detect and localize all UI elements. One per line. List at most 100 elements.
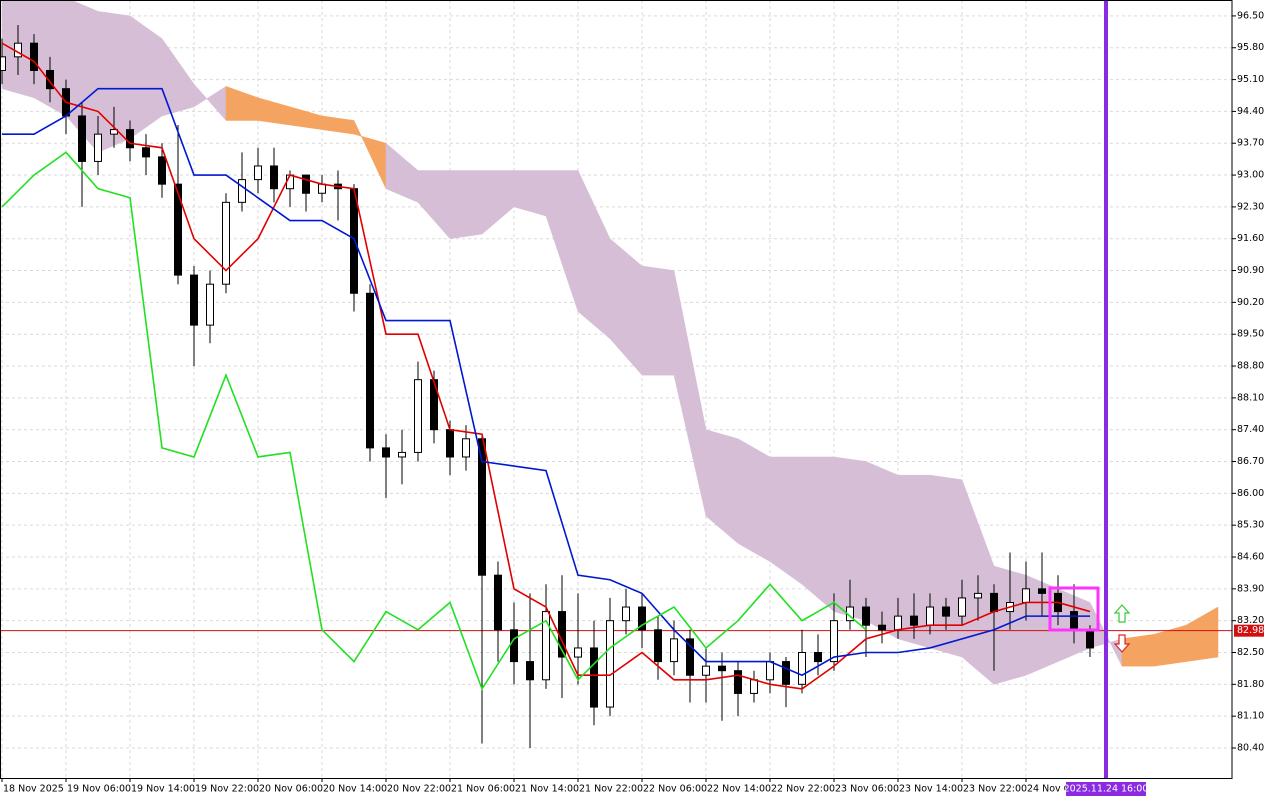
price-label: 82.98 <box>1237 625 1264 636</box>
candle-body <box>686 638 694 676</box>
candle-body <box>414 379 422 453</box>
candle-body <box>894 615 902 631</box>
x-tick-label: 21 Nov 14:00 <box>515 784 579 795</box>
candle-body <box>190 274 198 326</box>
down-arrow <box>1113 634 1131 653</box>
price-label-box <box>1234 624 1264 637</box>
candle-body <box>478 438 486 576</box>
candle-body <box>606 620 614 708</box>
cursor-label: 2025.11.24 16:00 <box>1064 784 1149 795</box>
x-tick-label: 19 Nov 22:00 <box>195 784 259 795</box>
y-tick-label: 86.70 <box>1237 456 1264 467</box>
y-tick-label: 83.20 <box>1237 615 1264 626</box>
y-tick-label: 95.80 <box>1237 42 1264 53</box>
y-tick-label: 83.90 <box>1237 583 1264 594</box>
candle-body <box>782 661 790 685</box>
plot-layer <box>0 0 1232 778</box>
indicator-line <box>1 151 867 691</box>
y-tick-label: 85.30 <box>1237 520 1264 531</box>
candle-body <box>766 661 774 681</box>
candle-body <box>0 56 6 71</box>
candle-body <box>30 42 38 71</box>
candle-body <box>350 188 358 294</box>
candle-body <box>878 624 886 631</box>
candle-body <box>574 647 582 658</box>
y-tick-label: 95.10 <box>1237 74 1264 85</box>
candle-body <box>462 438 470 458</box>
candle-body <box>494 574 502 631</box>
candle-body <box>1070 611 1078 631</box>
cloud-segment <box>769 456 803 585</box>
x-tick-label: 20 Nov 14:00 <box>323 784 387 795</box>
candle-body <box>270 165 278 190</box>
candle-body <box>654 629 662 663</box>
y-tick-label: 96.50 <box>1237 10 1264 21</box>
candle-body <box>126 129 134 149</box>
cloud-segment <box>1185 606 1219 662</box>
y-tick-label: 90.90 <box>1237 265 1264 276</box>
candle-body <box>302 174 310 194</box>
candle-body <box>798 652 806 685</box>
y-tick-label: 91.60 <box>1237 233 1264 244</box>
cloud-segment <box>449 170 483 240</box>
candle-body <box>1038 588 1046 594</box>
x-tick-label: 18 Nov 2025 <box>3 784 64 795</box>
x-tick-label: 21 Nov 06:00 <box>451 784 515 795</box>
cloud-segment <box>641 265 675 376</box>
candle-body <box>366 292 374 449</box>
candle-body <box>1086 629 1094 649</box>
x-tick-label: 22 Nov 22:00 <box>771 784 835 795</box>
candle-body <box>158 156 166 185</box>
x-tick-label: 23 Nov 22:00 <box>963 784 1027 795</box>
candle-body <box>542 611 550 681</box>
y-tick-label: 87.40 <box>1237 424 1264 435</box>
indicator-line <box>2 87 1090 677</box>
candle-body <box>382 447 390 458</box>
candle-body <box>990 592 998 613</box>
cloud-segment <box>1121 634 1155 667</box>
y-tick-label: 81.80 <box>1237 679 1264 690</box>
y-tick-label: 88.10 <box>1237 392 1264 403</box>
candle-body <box>862 606 870 626</box>
candle-body <box>142 147 150 158</box>
candle-body <box>222 201 230 285</box>
cursor-label-box <box>1066 782 1146 796</box>
candle-body <box>526 661 534 681</box>
candle-body <box>286 174 294 190</box>
candle-body <box>318 183 326 194</box>
y-tick-label: 92.30 <box>1237 201 1264 212</box>
candle-body <box>670 638 678 663</box>
y-tick-label: 93.00 <box>1237 170 1264 181</box>
x-tick-label: 20 Nov 06:00 <box>259 784 323 795</box>
candle-body <box>254 165 262 181</box>
candle-body <box>1022 588 1030 603</box>
candle-body <box>622 606 630 622</box>
highlight-box <box>1048 586 1100 632</box>
x-tick-label: 23 Nov 14:00 <box>899 784 963 795</box>
y-tick-label: 84.60 <box>1237 552 1264 563</box>
plot-frame <box>0 0 1233 779</box>
candle-body <box>590 647 598 708</box>
y-tick-label: 82.50 <box>1237 647 1264 658</box>
candle-body <box>446 429 454 458</box>
indicator-line <box>1 42 1091 690</box>
y-tick-label: 88.80 <box>1237 361 1264 372</box>
axis-layer: 96.50 95.80 95.10 94.40 93.70 93.00 92.30 91.60… <box>1 10 1264 796</box>
candle-body <box>942 606 950 617</box>
y-tick-label: 86.00 <box>1237 488 1264 499</box>
candle-body <box>734 670 742 694</box>
candle-body <box>46 69 54 90</box>
candle-body <box>814 652 822 663</box>
y-tick-label: 94.40 <box>1237 106 1264 117</box>
cloud-segment <box>801 456 835 613</box>
candle-body <box>510 629 518 663</box>
y-tick-label: 93.70 <box>1237 138 1264 149</box>
x-tick-label: 23 Nov 06:00 <box>835 784 899 795</box>
candle-body <box>702 665 710 676</box>
candle-body <box>718 665 726 672</box>
candle-body <box>174 183 182 276</box>
y-tick-label: 81.10 <box>1237 711 1264 722</box>
candle-body <box>910 615 918 626</box>
